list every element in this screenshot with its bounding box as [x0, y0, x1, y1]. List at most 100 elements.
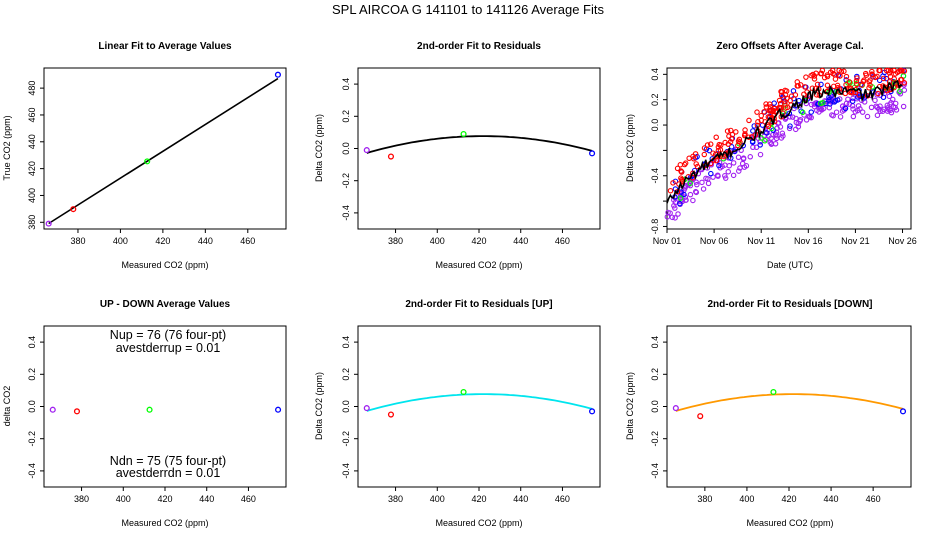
points-group — [363, 388, 596, 418]
annotation-avestderr-up: avestderrup = 0.01 — [116, 341, 221, 355]
series-point-purple — [675, 211, 681, 217]
series-point-blue — [728, 144, 735, 150]
series-point-purple — [726, 162, 733, 169]
series-point-red — [778, 92, 785, 99]
series-point-green — [687, 180, 693, 186]
y-tick-label: 0.4 — [650, 68, 660, 81]
panel-linear-fit: Linear Fit to Average Values 380 400 420 44… — [2, 41, 287, 270]
x-tick-label: Nov 01 — [653, 236, 682, 246]
x-tick-label: 460 — [555, 236, 570, 246]
series-point-red — [809, 85, 816, 91]
series-point-red — [763, 104, 770, 110]
series-point-purple — [739, 160, 746, 167]
series-point-red — [837, 73, 843, 79]
series-point-red — [854, 81, 860, 88]
y-tick-label: -0.4 — [27, 463, 37, 479]
y-tick-label: 0.2 — [650, 368, 660, 381]
series-point-blue — [808, 109, 815, 115]
x-axis-label: Measured CO2 (ppm) — [121, 260, 208, 270]
plot-frame — [357, 67, 601, 230]
series-point-red — [707, 141, 714, 147]
x-tick-label: 440 — [198, 236, 213, 246]
panel-zero-offsets: Zero Offsets After Average Cal. Nov 01 No… — [625, 41, 917, 270]
series-point-purple — [719, 163, 725, 170]
series-point-red — [765, 123, 772, 130]
series-point-purple — [736, 168, 742, 174]
x-axis-label: Date (UTC) — [767, 260, 813, 270]
series-point-purple — [672, 205, 678, 211]
series-point-purple — [774, 132, 780, 139]
panel-residual-fit-up: 2nd-order Fit to Residuals [UP] 380 400 42… — [314, 299, 601, 528]
data-point — [589, 150, 596, 157]
plot-frame — [357, 325, 601, 488]
series-point-red — [810, 71, 816, 78]
y-axis-ticks: -0.4 -0.2 0.0 0.2 0.4 — [341, 336, 358, 479]
data-point — [770, 388, 777, 396]
series-point-red — [678, 176, 685, 183]
series-point-purple — [892, 100, 899, 107]
series-point-red — [869, 68, 875, 75]
series-point-purple — [699, 179, 705, 186]
series-point-red — [713, 157, 720, 164]
fit-curve — [366, 393, 593, 412]
series-point-purple — [725, 168, 731, 175]
series-point-blue — [827, 101, 833, 107]
series-point-red — [875, 90, 881, 97]
figure-title: SPL AIRCOA G 141101 to 141126 Average Fi… — [332, 2, 604, 17]
y-tick-label: 460 — [27, 107, 37, 122]
series-point-purple — [843, 100, 850, 107]
y-tick-label: 0.4 — [341, 78, 351, 91]
points-group — [363, 130, 596, 160]
x-axis-label: Measured CO2 (ppm) — [746, 518, 833, 528]
series-point-purple — [874, 112, 881, 119]
series-point-blue — [677, 200, 683, 207]
series-point-red — [766, 101, 773, 107]
x-axis-ticks: 380 400 420 440 460 — [388, 487, 570, 504]
series-point-purple — [687, 191, 694, 198]
fit-line — [48, 77, 279, 225]
series-point-red — [797, 82, 804, 88]
x-tick-label: 380 — [388, 494, 403, 504]
series-point-red — [758, 112, 764, 119]
series-point-purple — [786, 125, 793, 132]
y-tick-label: -0.2 — [650, 431, 660, 447]
data-point — [363, 405, 370, 412]
series-point-red — [887, 73, 894, 80]
series-point-blue — [787, 123, 793, 129]
series-point-red — [701, 151, 708, 158]
series-point-blue — [786, 110, 793, 117]
series-point-blue — [681, 191, 687, 198]
x-tick-label: 380 — [70, 236, 85, 246]
series-point-green — [762, 138, 768, 144]
series-point-red — [754, 109, 760, 115]
y-tick-label: 480 — [27, 81, 37, 96]
panel-title: 2nd-order Fit to Residuals [DOWN] — [708, 299, 873, 310]
series-point-purple — [801, 112, 807, 118]
series-point-red — [824, 82, 831, 89]
series-point-red — [693, 161, 699, 167]
series-point-purple — [747, 154, 754, 160]
x-axis-ticks: 380 400 420 440 460 — [70, 229, 255, 246]
y-tick-label: 0.0 — [650, 119, 660, 132]
y-tick-label: 0.0 — [341, 400, 351, 413]
annotation-nup: Nup = 76 (76 four-pt) — [110, 328, 226, 342]
series-point-red — [722, 139, 728, 146]
y-tick-label: 0.4 — [27, 336, 37, 349]
series-point-purple — [877, 103, 883, 109]
series-point-red — [737, 139, 743, 145]
y-axis-label: True CO2 (ppm) — [2, 115, 12, 180]
panel-title: UP - DOWN Average Values — [100, 299, 231, 310]
series-point-purple — [700, 186, 707, 192]
series-point-red — [767, 108, 774, 114]
trend-line — [666, 79, 903, 204]
series-point-purple — [901, 87, 908, 93]
series-point-purple — [737, 165, 743, 171]
series-point-red — [901, 80, 908, 86]
annotation-ndn: Ndn = 75 (75 four-pt) — [110, 454, 226, 468]
series-point-red — [829, 67, 836, 74]
series-point-red — [832, 76, 839, 82]
y-tick-label: 0.2 — [341, 368, 351, 381]
series-point-red — [842, 90, 849, 97]
series-point-red — [846, 79, 853, 85]
